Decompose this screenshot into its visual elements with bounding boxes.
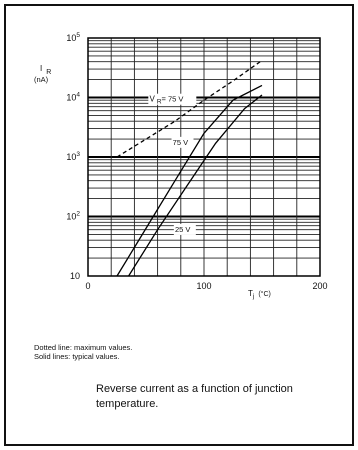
series-line-3: [128, 94, 263, 277]
label-25v-bg: [173, 223, 196, 235]
label-75v: 75 V: [173, 138, 188, 147]
x-tick-label: 200: [312, 281, 327, 291]
y-tick-label: 105: [66, 32, 80, 43]
label-75v-bg: [171, 136, 194, 148]
label-25v: 25 V: [175, 225, 190, 234]
figure-frame: 10 102 103 104 105 0 100 200 I R (nA) Tj (°C) V R= 75…: [4, 4, 354, 446]
plot-border: [87, 37, 321, 277]
vr-label: V R= 75 V: [149, 95, 183, 106]
series-line-2: [116, 84, 263, 277]
x-tick-label: 0: [85, 281, 90, 291]
x-axis-label: Tj (°C): [248, 289, 271, 300]
y-axis-unit: (nA): [34, 75, 49, 84]
axes: 10 102 103 104 105 0 100 200 I R(nA) Tj (°C): [34, 32, 328, 300]
grid-lines: [88, 38, 320, 276]
vr-label-bg: [148, 93, 197, 105]
y-tick-label: 102: [66, 211, 80, 222]
y-tick-label: 103: [66, 151, 80, 162]
y-tick-label: 104: [66, 92, 80, 103]
series-layer: [116, 59, 263, 277]
y-tick-label: 10: [70, 271, 80, 281]
labels-layer: V R= 75 V 75 V 25 V: [148, 93, 197, 235]
reverse-current-chart: 10 102 103 104 105 0 100 200 I R(nA) Tj (°C) V R= 75…: [34, 32, 328, 300]
series-line-1: [116, 59, 263, 158]
dotted-line-note: Dotted line: maximum values.: [34, 343, 133, 352]
figure-caption: Reverse current as a function of junctio…: [96, 383, 293, 410]
solid-lines-note: Solid lines: typical values.: [34, 352, 120, 361]
x-tick-label: 100: [196, 281, 211, 291]
